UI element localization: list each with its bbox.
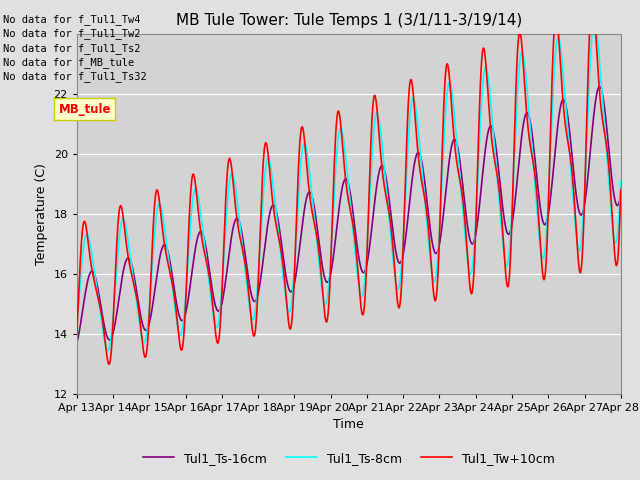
Tul1_Ts-8cm <box>100 338 108 344</box>
Line: Tul1_Tw+10cm: Tul1_Tw+10cm <box>77 1 621 364</box>
Tul1_Tw+10cm <box>602 134 609 140</box>
Tul1_Ts-8cm <box>617 179 625 185</box>
Tul1_Tw+10cm <box>617 187 625 192</box>
Tul1_Ts-16cm <box>617 192 625 197</box>
Text: MB_tule: MB_tule <box>58 103 111 116</box>
Y-axis label: Temperature (C): Temperature (C) <box>35 163 48 264</box>
Tul1_Tw+10cm <box>105 361 113 367</box>
X-axis label: Time: Time <box>333 418 364 431</box>
Tul1_Ts-16cm <box>601 109 609 115</box>
Tul1_Tw+10cm <box>502 268 509 274</box>
Tul1_Tw+10cm <box>588 0 596 4</box>
Tul1_Tw+10cm <box>338 131 346 137</box>
Tul1_Ts-16cm <box>501 222 509 228</box>
Tul1_Ts-16cm <box>596 84 604 89</box>
Tul1_Ts-8cm <box>502 260 509 266</box>
Tul1_Ts-16cm <box>100 324 108 330</box>
Tul1_Tw+10cm <box>323 318 331 324</box>
Tul1_Ts-8cm <box>591 19 598 25</box>
Legend: Tul1_Ts-16cm, Tul1_Ts-8cm, Tul1_Tw+10cm: Tul1_Ts-16cm, Tul1_Ts-8cm, Tul1_Tw+10cm <box>138 447 560 469</box>
Text: No data for f_Tul1_Tw4
No data for f_Tul1_Tw2
No data for f_Tul1_Ts2
No data for: No data for f_Tul1_Tw4 No data for f_Tul… <box>3 14 147 82</box>
Tul1_Tw+10cm <box>100 334 108 339</box>
Tul1_Ts-8cm <box>104 348 111 353</box>
Line: Tul1_Ts-8cm: Tul1_Ts-8cm <box>77 22 621 350</box>
Tul1_Ts-16cm <box>73 340 81 346</box>
Tul1_Tw+10cm <box>73 330 81 336</box>
Tul1_Ts-8cm <box>73 323 81 329</box>
Tul1_Ts-8cm <box>323 296 331 302</box>
Line: Tul1_Ts-16cm: Tul1_Ts-16cm <box>77 86 621 343</box>
Tul1_Ts-16cm <box>323 279 331 285</box>
Tul1_Tw+10cm <box>602 136 609 142</box>
Tul1_Ts-8cm <box>338 127 346 132</box>
Tul1_Ts-8cm <box>602 136 609 142</box>
Tul1_Ts-8cm <box>602 133 609 139</box>
Tul1_Ts-16cm <box>337 190 345 195</box>
Title: MB Tule Tower: Tule Temps 1 (3/1/11-3/19/14): MB Tule Tower: Tule Temps 1 (3/1/11-3/19… <box>175 13 522 28</box>
Tul1_Ts-16cm <box>602 111 609 117</box>
